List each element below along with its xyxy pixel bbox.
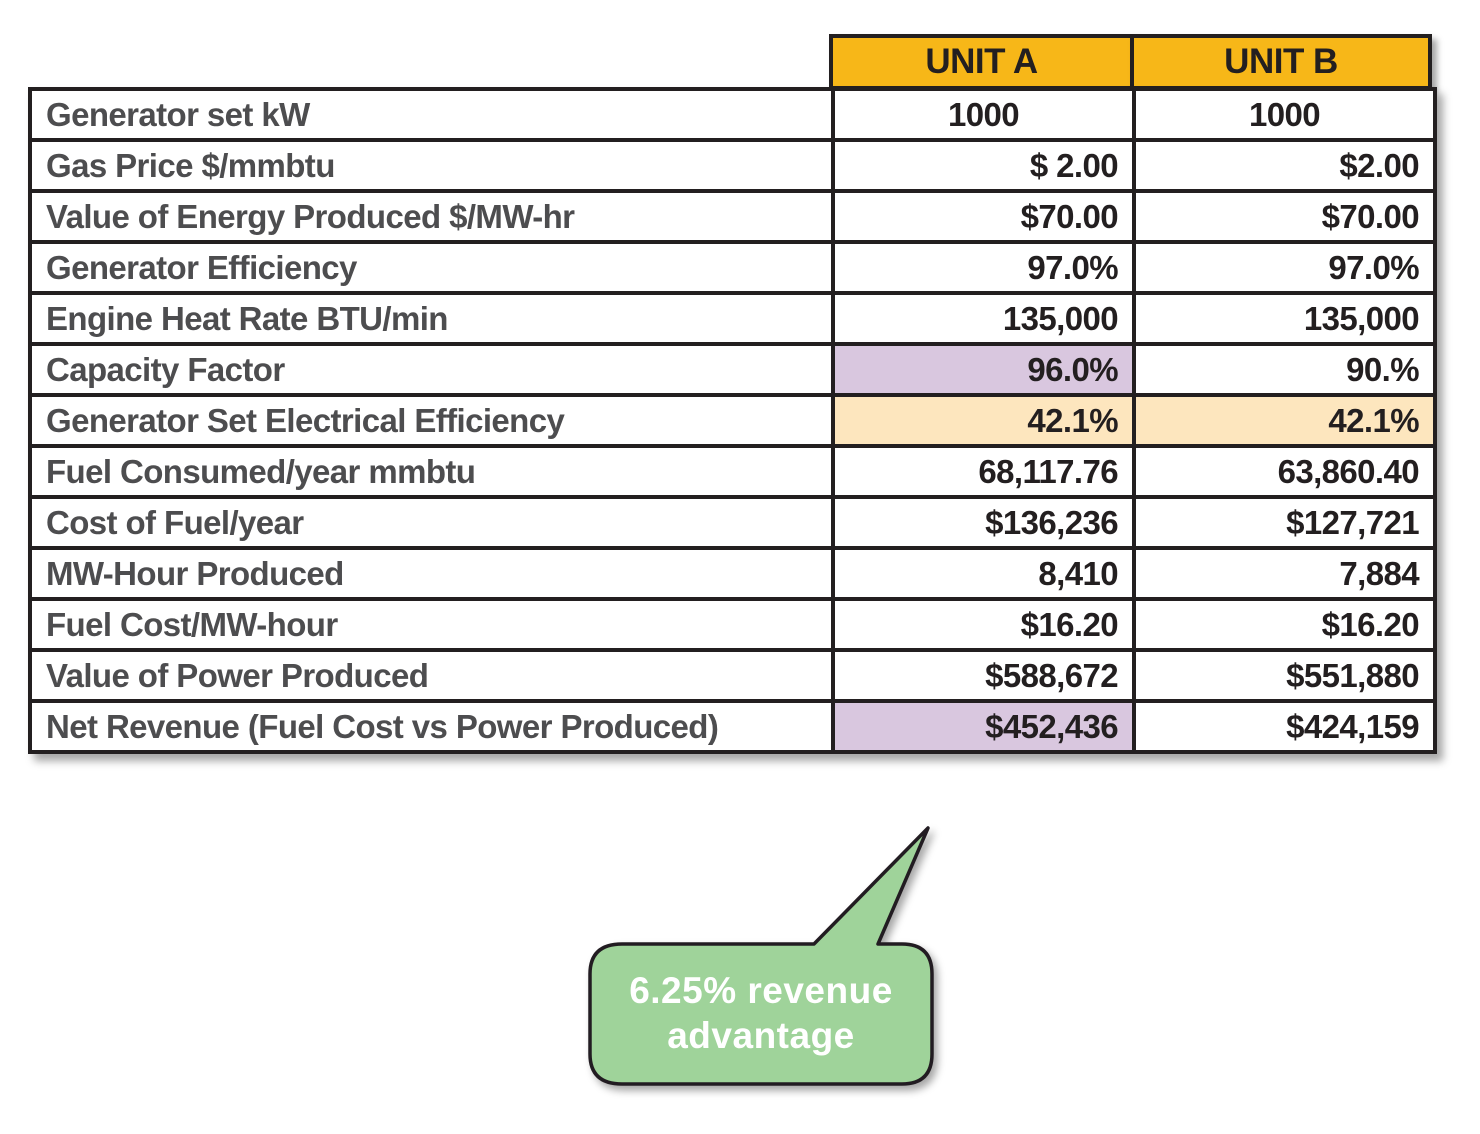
unit-a-header-label: UNIT A xyxy=(925,42,1038,81)
callout-line-2: advantage xyxy=(667,1015,855,1056)
unit-b-value: $127,721 xyxy=(1132,495,1437,550)
unit-a-value: 97.0% xyxy=(831,240,1136,295)
unit-a-value: $588,672 xyxy=(831,648,1136,703)
table-row: Cost of Fuel/year $136,236 $127,721 xyxy=(28,495,1437,550)
unit-b-value: $2.00 xyxy=(1132,138,1437,193)
row-label: Fuel Consumed/year mmbtu xyxy=(28,444,835,499)
row-label: Generator Efficiency xyxy=(28,240,835,295)
table-row: Value of Energy Produced $/MW-hr $70.00 … xyxy=(28,189,1437,244)
table-row: Fuel Cost/MW-hour $16.20 $16.20 xyxy=(28,597,1437,652)
unit-b-value: 7,884 xyxy=(1132,546,1437,601)
unit-a-value: 68,117.76 xyxy=(831,444,1136,499)
unit-a-value: 135,000 xyxy=(831,291,1136,346)
callout-line-1: 6.25% revenue xyxy=(629,970,893,1011)
unit-a-value: $16.20 xyxy=(831,597,1136,652)
unit-b-value: 1000 xyxy=(1132,87,1437,142)
unit-b-value: 135,000 xyxy=(1132,291,1437,346)
callout-text: 6.25% revenue advantage xyxy=(592,968,930,1058)
row-label: Generator set kW xyxy=(28,87,835,142)
table-row: Capacity Factor 96.0% 90.% xyxy=(28,342,1437,397)
unit-b-value: $551,880 xyxy=(1132,648,1437,703)
unit-b-value: $16.20 xyxy=(1132,597,1437,652)
row-label: Net Revenue (Fuel Cost vs Power Produced… xyxy=(28,699,835,754)
unit-a-value: 1000 xyxy=(831,87,1136,142)
unit-a-value: 8,410 xyxy=(831,546,1136,601)
row-label: Value of Power Produced xyxy=(28,648,835,703)
unit-b-value: 97.0% xyxy=(1132,240,1437,295)
unit-a-value: $ 2.00 xyxy=(831,138,1136,193)
row-label: MW-Hour Produced xyxy=(28,546,835,601)
unit-a-header: UNIT A xyxy=(829,34,1134,90)
table-row: Generator Efficiency 97.0% 97.0% xyxy=(28,240,1437,295)
row-label: Capacity Factor xyxy=(28,342,835,397)
unit-a-value: $136,236 xyxy=(831,495,1136,550)
table-row: Generator Set Electrical Efficiency 42.1… xyxy=(28,393,1437,448)
row-label: Value of Energy Produced $/MW-hr xyxy=(28,189,835,244)
unit-b-header-label: UNIT B xyxy=(1224,42,1338,81)
table-row: Generator set kW 1000 1000 xyxy=(28,87,1437,142)
unit-b-header: UNIT B xyxy=(1130,34,1432,90)
table-row: Fuel Consumed/year mmbtu 68,117.76 63,86… xyxy=(28,444,1437,499)
unit-b-value: $70.00 xyxy=(1132,189,1437,244)
unit-a-value-highlighted: $452,436 xyxy=(831,699,1136,754)
row-label: Gas Price $/mmbtu xyxy=(28,138,835,193)
unit-b-value: 90.% xyxy=(1132,342,1437,397)
table-row: MW-Hour Produced 8,410 7,884 xyxy=(28,546,1437,601)
unit-a-value-highlighted: 42.1% xyxy=(831,393,1136,448)
table-row: Engine Heat Rate BTU/min 135,000 135,000 xyxy=(28,291,1437,346)
row-label: Cost of Fuel/year xyxy=(28,495,835,550)
unit-a-value: $70.00 xyxy=(831,189,1136,244)
comparison-table: Generator set kW 1000 1000 Gas Price $/m… xyxy=(28,87,1437,754)
unit-b-value: $424,159 xyxy=(1132,699,1437,754)
table-row: Value of Power Produced $588,672 $551,88… xyxy=(28,648,1437,703)
row-label: Generator Set Electrical Efficiency xyxy=(28,393,835,448)
unit-b-value-highlighted: 42.1% xyxy=(1132,393,1437,448)
row-label: Engine Heat Rate BTU/min xyxy=(28,291,835,346)
table-row: Gas Price $/mmbtu $ 2.00 $2.00 xyxy=(28,138,1437,193)
table-row: Net Revenue (Fuel Cost vs Power Produced… xyxy=(28,699,1437,754)
unit-a-value-highlighted: 96.0% xyxy=(831,342,1136,397)
unit-b-value: 63,860.40 xyxy=(1132,444,1437,499)
row-label: Fuel Cost/MW-hour xyxy=(28,597,835,652)
